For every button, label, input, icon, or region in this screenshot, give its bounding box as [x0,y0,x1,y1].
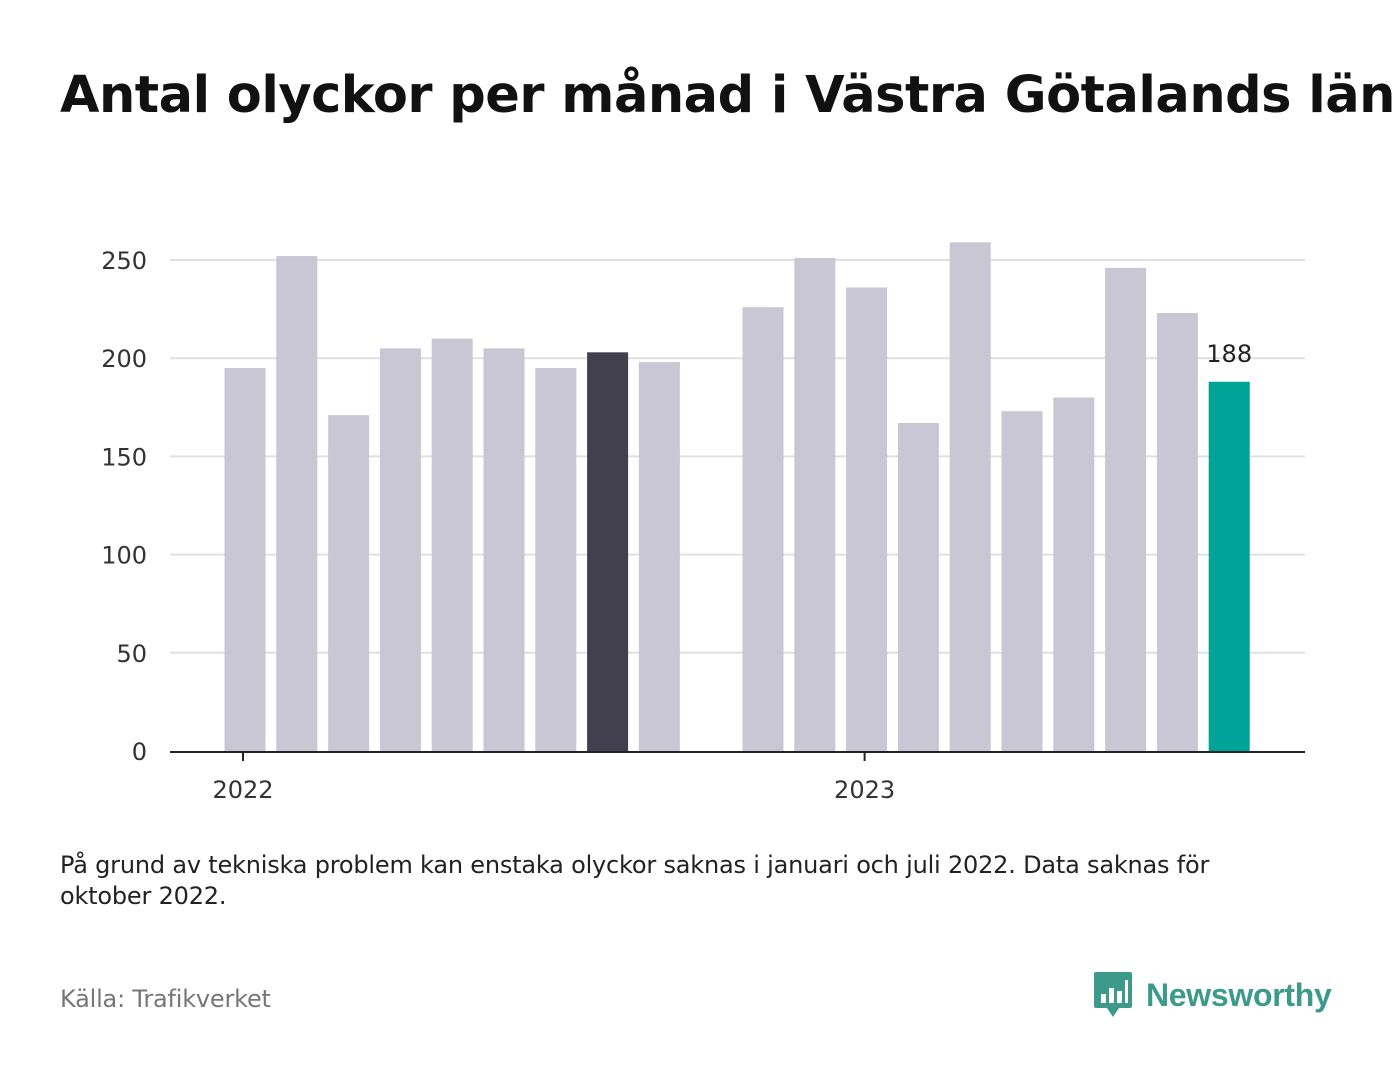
y-tick-label: 250 [101,247,147,275]
bar-2023-04 [1001,411,1043,751]
bar-2022-07 [535,368,577,751]
x-tick-label: 2022 [212,776,273,804]
bar-2022-12 [794,258,836,751]
x-axis-ticks: 2022 2023 [212,752,895,804]
chart-note: På grund av tekniska problem kan enstaka… [60,851,1210,910]
bar-2022-09 [638,362,680,751]
y-axis-ticks: 0 50 100 150 200 250 [101,247,147,766]
x-tick-label: 2023 [834,776,895,804]
y-tick-label: 150 [101,443,147,471]
data-labels: 188 [1206,340,1252,368]
bar-2023-03 [949,242,991,751]
y-tick-label: 100 [101,542,147,570]
brand-logo[interactable]: Newsworthy [1092,970,1332,1020]
bar-2022-11 [742,307,784,751]
bar-2022-02 [276,256,318,751]
bar-2023-02 [897,423,939,751]
y-tick-label: 0 [132,738,147,766]
bar-2023-07 [1156,313,1198,751]
chart-title: Antal olyckor per månad i Västra Götalan… [60,66,1395,125]
y-tick-label: 50 [116,640,147,668]
y-tick-label: 200 [101,345,147,373]
bar-2022-06 [483,348,525,751]
bar-chart: 0 50 100 150 200 250 188 2022 2023 [101,242,1305,804]
bar-2022-04 [379,348,421,751]
brand-name: Newsworthy [1146,976,1332,1013]
bars [224,242,1250,751]
bar-2022-08 [587,352,629,751]
newsworthy-logo-icon [1094,972,1132,1017]
bar-2023-08 [1208,381,1250,751]
source-credit: Källa: Trafikverket [60,985,271,1013]
data-label: 188 [1206,340,1252,368]
bar-2022-05 [431,338,473,751]
bar-2023-05 [1053,397,1095,751]
bar-2022-01 [224,368,266,751]
bar-2023-01 [846,287,888,751]
bar-2023-06 [1105,267,1147,751]
bar-2022-03 [328,415,370,751]
